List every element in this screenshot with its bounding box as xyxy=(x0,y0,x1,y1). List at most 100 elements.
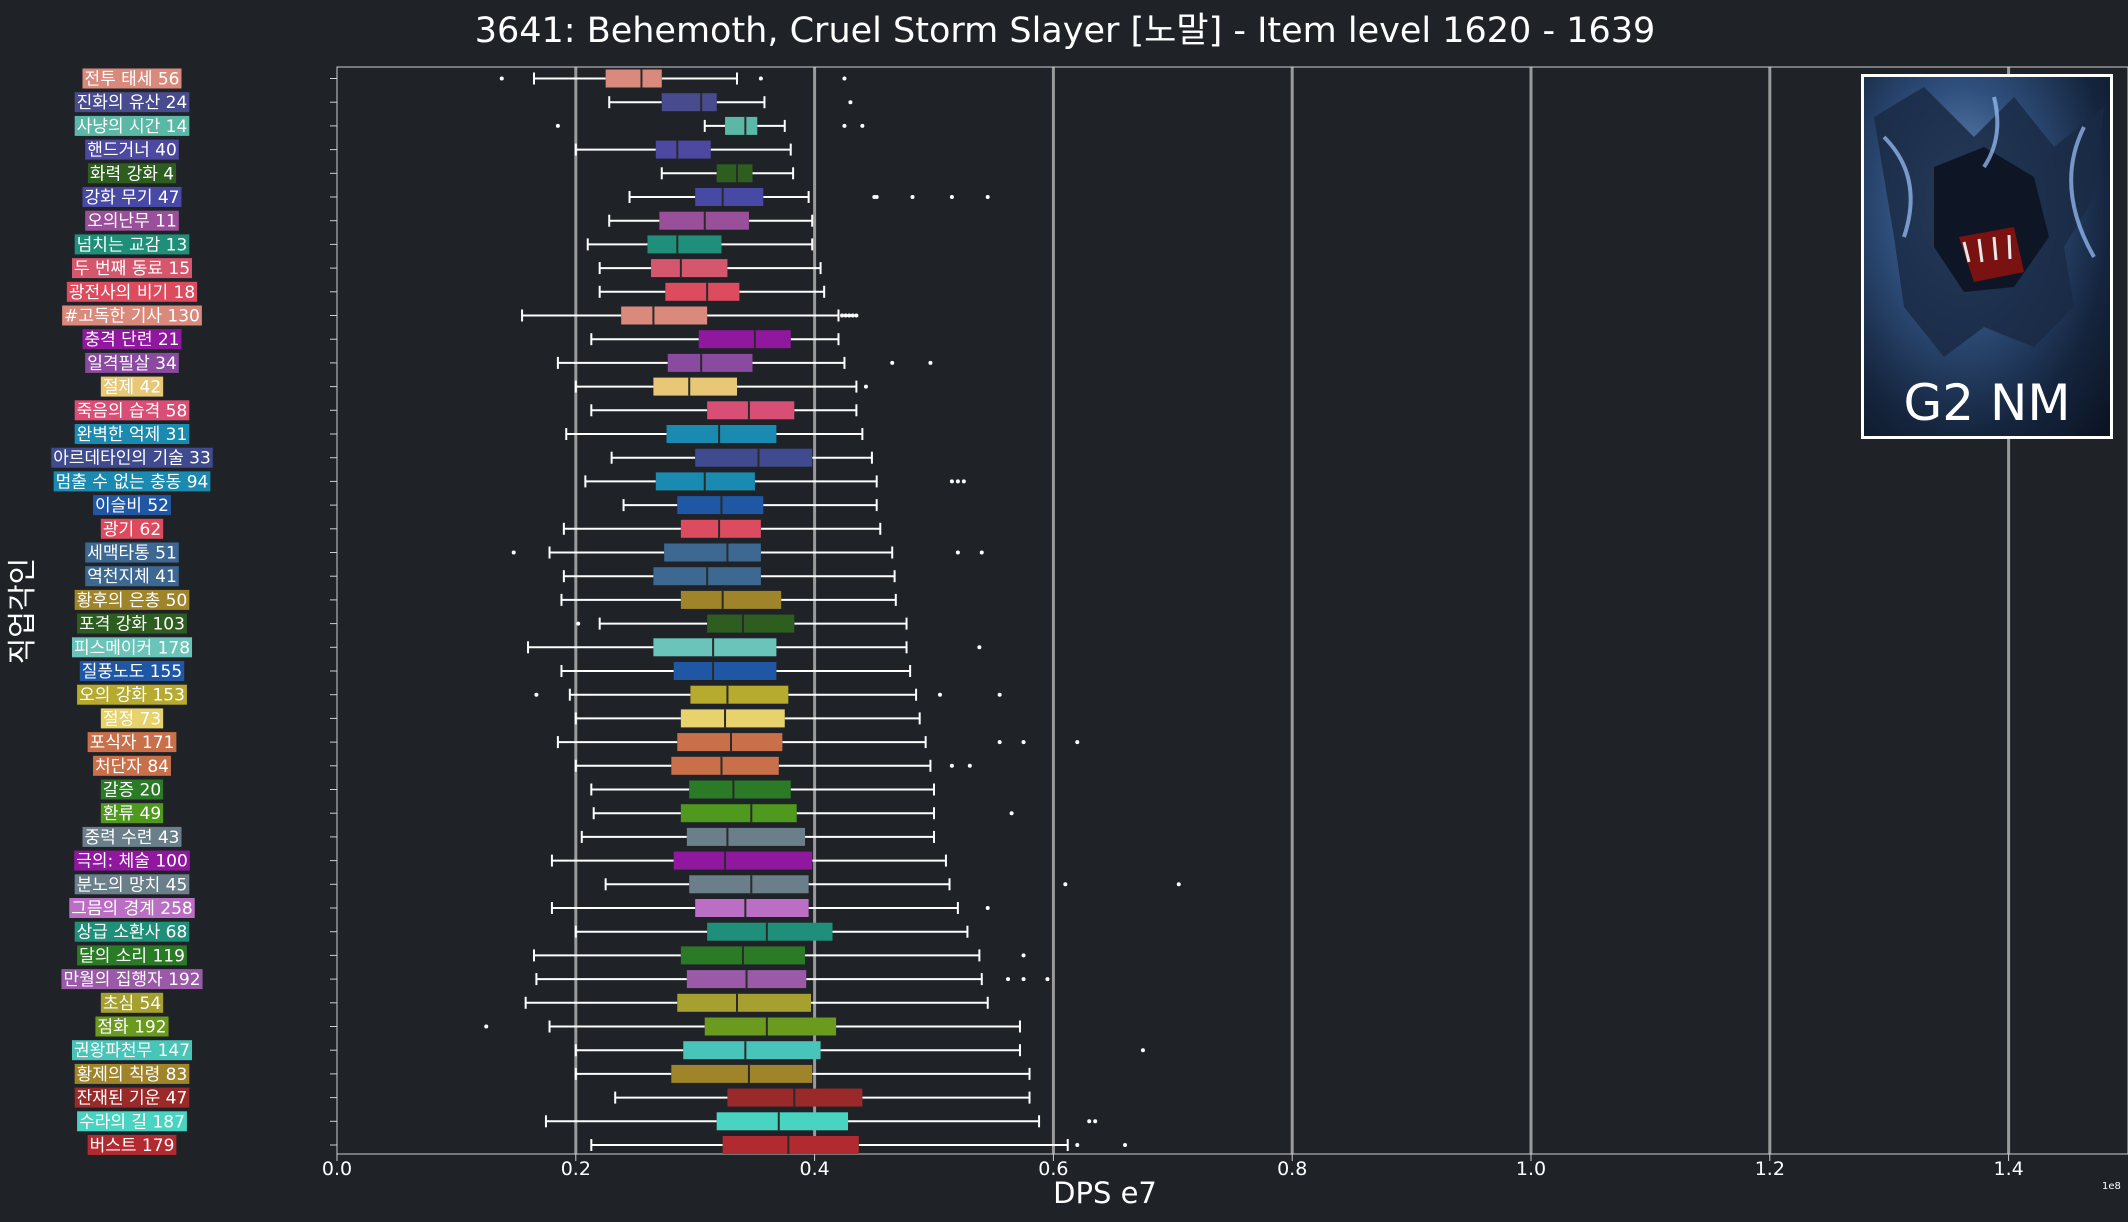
y-tick-label: 중력 수련 43 xyxy=(82,826,182,848)
box-group xyxy=(484,1017,1021,1036)
y-tick-label: 환류 49 xyxy=(100,803,164,824)
y-label-background xyxy=(71,637,193,658)
y-tick-label: 광전사의 비기 18 xyxy=(66,281,198,303)
y-label-text: 멈출 수 없는 충동 94 xyxy=(56,472,209,492)
y-label-text: 역천지체 41 xyxy=(87,567,177,587)
y-label-text: 절정 73 xyxy=(103,709,161,729)
box-group xyxy=(590,401,858,420)
box-iqr xyxy=(671,1064,813,1083)
outlier-point xyxy=(1075,740,1080,745)
box-iqr xyxy=(716,1112,849,1131)
outlier-point xyxy=(484,1024,489,1029)
outlier-point xyxy=(842,76,847,81)
box-group xyxy=(590,1136,1128,1154)
y-tick-label: 수라의 길 187 xyxy=(77,1111,187,1132)
y-label-text: 황후의 은총 50 xyxy=(77,591,188,611)
outlier-point xyxy=(850,313,855,318)
y-label-text: 사냥의 시간 14 xyxy=(77,117,188,137)
y-label-background xyxy=(77,613,187,634)
outlier-point xyxy=(499,76,504,81)
box-iqr xyxy=(651,259,728,278)
x-axis-offset-label: 1e8 xyxy=(2102,1181,2121,1192)
chart-title: 3641: Behemoth, Cruel Storm Slayer [노말] … xyxy=(474,11,1656,51)
y-label-text: 넘치는 교감 13 xyxy=(77,235,188,255)
box-group xyxy=(574,140,792,159)
y-label-background xyxy=(85,566,179,587)
y-tick-label: 완벽한 억제 31 xyxy=(74,424,190,445)
y-label-background xyxy=(74,1087,190,1108)
box-iqr xyxy=(680,519,761,538)
y-label-background xyxy=(74,115,190,136)
y-label-text: 죽음의 습격 58 xyxy=(77,401,188,421)
y-label-text: 중력 수련 43 xyxy=(85,828,180,848)
outlier-point xyxy=(890,360,895,365)
outlier-point xyxy=(848,100,853,105)
x-tick-labels: 0.0 0.2 0.4 0.6 0.8 1.0 1.2 1.4 xyxy=(322,1154,2024,1180)
y-label-background xyxy=(85,210,179,231)
y-tick-label: 상급 소환사 68 xyxy=(74,921,190,943)
box-iqr xyxy=(716,164,753,183)
box-group xyxy=(534,685,1002,704)
outlier-point xyxy=(1075,1143,1080,1147)
y-label-text: 전투 태세 56 xyxy=(85,70,180,90)
outlier-point xyxy=(985,195,990,199)
box-iqr xyxy=(664,543,761,562)
y-tick-label: 이슬비 52 xyxy=(93,495,171,516)
y-tick-label: 포격 강화 103 xyxy=(77,613,187,635)
outlier-point xyxy=(977,645,982,650)
box-iqr xyxy=(686,827,806,846)
box-group xyxy=(586,235,814,254)
y-tick-label: 포식자 171 xyxy=(87,732,177,753)
y-label-text: 잔재된 기운 47 xyxy=(77,1089,188,1109)
y-tick-label: 핸드거너 40 xyxy=(85,139,179,161)
box-iqr xyxy=(680,590,782,609)
box-group xyxy=(533,946,1026,965)
y-tick-label: 황제의 칙령 83 xyxy=(74,1063,190,1085)
y-label-text: 포식자 171 xyxy=(90,733,175,753)
outlier-point xyxy=(758,76,763,81)
outlier-point xyxy=(1009,811,1014,816)
y-tick-label: 그믐의 경계 258 xyxy=(69,898,195,919)
y-tick-label: 강화 무기 47 xyxy=(82,187,182,208)
box-iqr xyxy=(661,93,717,112)
y-tick-label: 오의난무 11 xyxy=(85,210,179,232)
y-label-background xyxy=(74,589,190,610)
y-tick-label: 멈출 수 없는 충동 94 xyxy=(53,471,211,492)
box-iqr xyxy=(665,282,740,301)
y-label-text: 이슬비 52 xyxy=(95,496,169,516)
boss-portrait-card: G2 NM xyxy=(1861,74,2113,439)
y-label-text: 광전사의 비기 18 xyxy=(69,283,195,303)
y-label-background xyxy=(93,495,171,516)
box-iqr xyxy=(683,1041,821,1060)
y-label-background xyxy=(74,1063,190,1084)
y-label-text: 점화 192 xyxy=(97,1018,166,1038)
box-group xyxy=(527,638,982,657)
box-iqr xyxy=(689,780,791,799)
y-label-background xyxy=(100,779,164,800)
box-group xyxy=(592,804,1014,823)
box-group xyxy=(544,1112,1098,1131)
outlier-point xyxy=(1176,882,1181,887)
outlier-point xyxy=(843,313,848,318)
y-label-background xyxy=(62,305,202,326)
y-label-text: 황제의 칙령 83 xyxy=(77,1065,188,1085)
box-iqr xyxy=(653,377,737,396)
outlier-point xyxy=(967,763,972,768)
y-label-background xyxy=(87,732,177,753)
outlier-point xyxy=(997,692,1002,697)
outlier-point xyxy=(949,195,954,199)
box-group xyxy=(524,993,989,1012)
y-tick-label: 광기 62 xyxy=(100,518,164,540)
box-group xyxy=(560,662,912,680)
outlier-point xyxy=(1123,1143,1128,1147)
y-label-text: 화력 강화 4 xyxy=(90,164,174,184)
x-tick-label: 0.6 xyxy=(1038,1158,1068,1180)
y-tick-label: 역천지체 41 xyxy=(85,566,179,587)
y-label-background xyxy=(77,945,187,966)
y-tick-label: 죽음의 습격 58 xyxy=(74,400,190,421)
box-group xyxy=(574,756,972,775)
box-iqr xyxy=(689,875,809,894)
outlier-point xyxy=(985,906,990,910)
y-tick-label: #고독한 기사 130 xyxy=(62,305,202,327)
y-label-background xyxy=(77,684,187,705)
